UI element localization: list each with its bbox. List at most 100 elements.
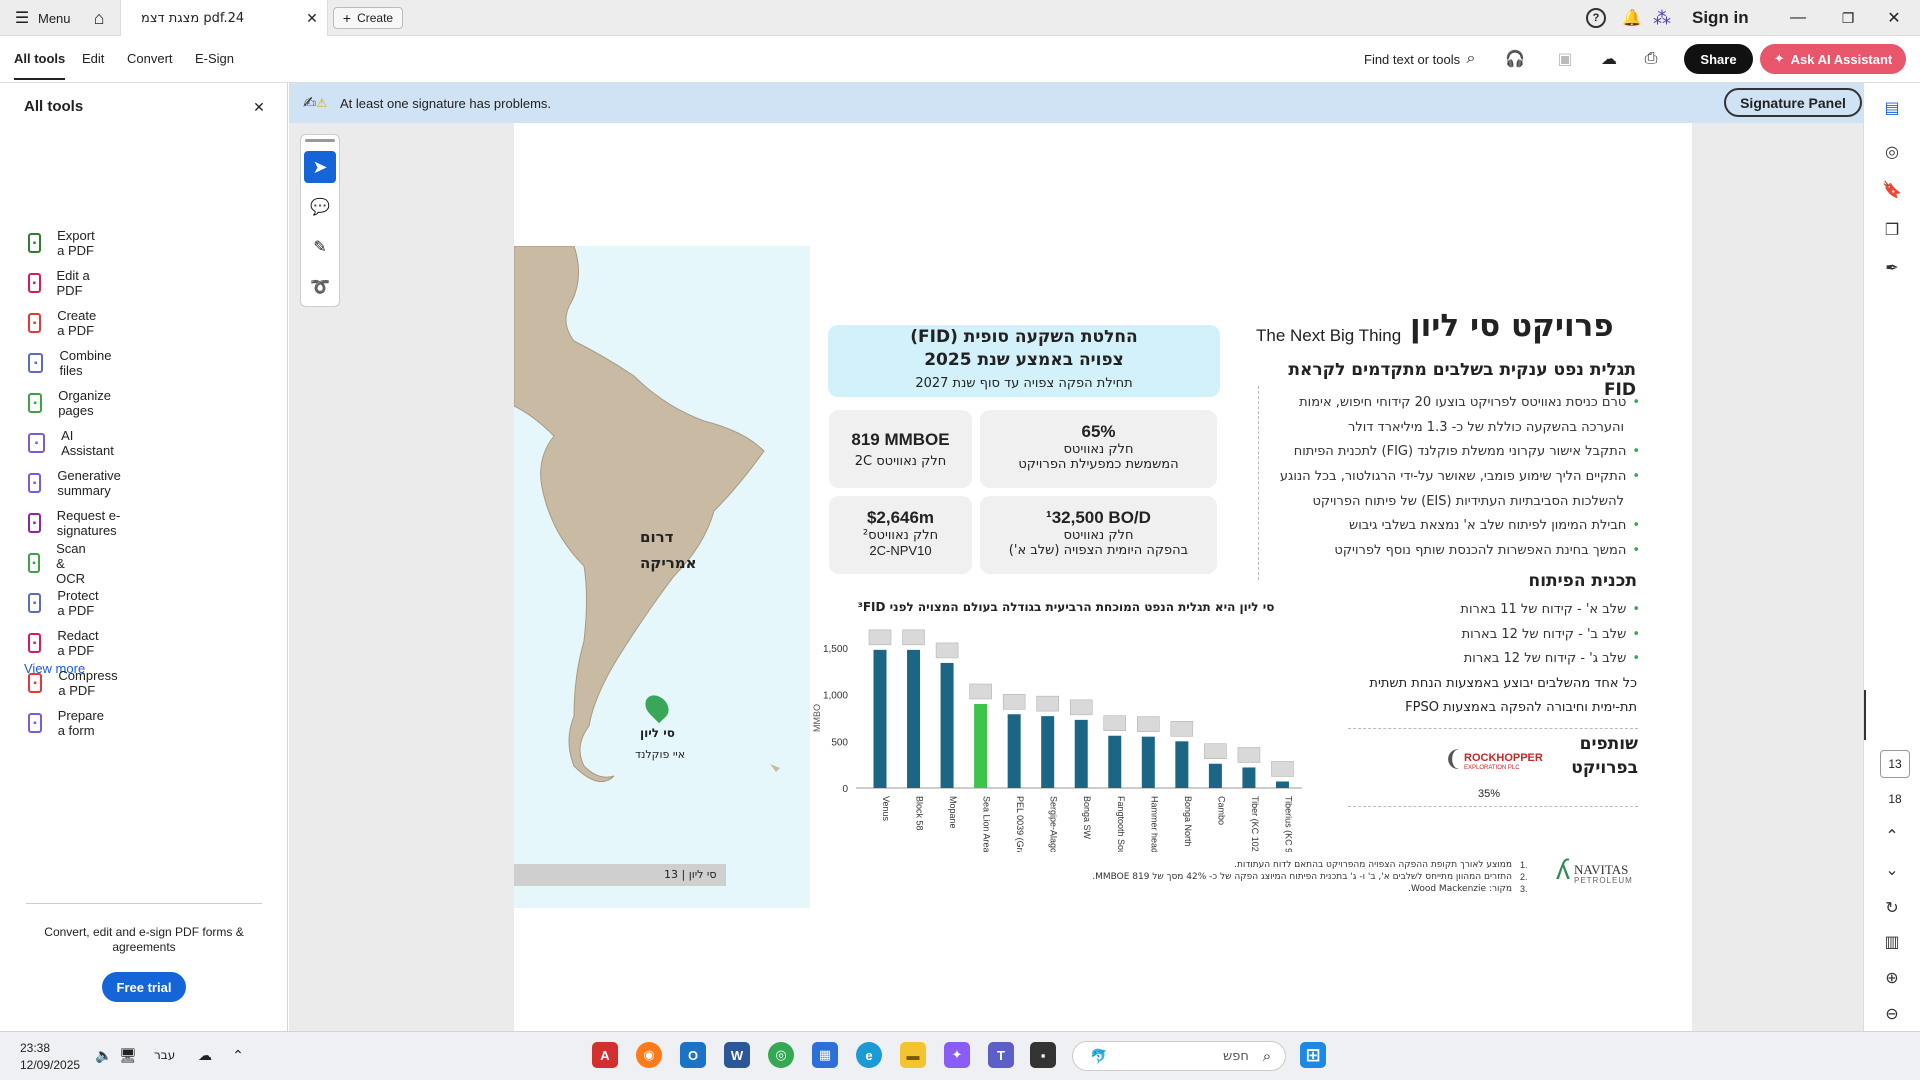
edit-pdf-icon: ▪ — [28, 273, 41, 293]
rockhopper-sub: EXPLORATION PLC — [1464, 765, 1520, 771]
chrome-taskbar-icon[interactable]: ◎ — [768, 1042, 794, 1068]
chart-bar — [974, 704, 988, 788]
chart-bar — [1242, 767, 1256, 788]
export-pdf-icon: ▪ — [28, 233, 42, 253]
taskbar-search-box[interactable]: 🐬 חפש ⌕ — [1072, 1041, 1286, 1071]
country-flag-icon — [969, 683, 992, 700]
rotate-icon[interactable]: ↻ — [1885, 900, 1899, 917]
upload-cloud-icon[interactable]: ☁ — [1601, 51, 1617, 68]
close-window-icon[interactable]: ✕ — [1887, 10, 1901, 27]
firefox-taskbar-icon[interactable]: ◉ — [636, 1042, 662, 1068]
acrobat-taskbar-icon[interactable]: A — [592, 1042, 618, 1068]
search-icon[interactable]: ⌕ — [1466, 50, 1476, 67]
headphones-icon[interactable]: 🎧 — [1505, 51, 1525, 68]
select-tool-icon[interactable]: ➤ — [304, 151, 336, 183]
free-trial-button[interactable]: Free trial — [102, 972, 186, 1002]
file-explorer-taskbar-icon[interactable]: ▬ — [900, 1042, 926, 1068]
sign-in-link[interactable]: Sign in — [1692, 8, 1749, 27]
title-bar: ☰ Menu ⌂ ☆ מצגת דצמ pdf.24 ✕ +Create ? 🔔… — [0, 0, 1920, 36]
zoom-out-icon[interactable]: ⊖ — [1885, 1006, 1899, 1023]
sidebar-item-create-pdf[interactable]: ▪ Create a PDF — [28, 306, 103, 340]
sidebar-item-ai-assistant[interactable]: ▪ AI Assistant — [28, 426, 117, 460]
tray-overflow-icon[interactable]: ⌃ — [232, 1046, 244, 1063]
ask-ai-label: Ask AI Assistant — [1790, 51, 1893, 67]
ask-ai-assistant-button[interactable]: ✦ Ask AI Assistant — [1760, 44, 1906, 74]
sidebar-item-compress-pdf[interactable]: ▪ Compress a PDF — [28, 666, 123, 700]
next-page-icon[interactable]: ⌄ — [1885, 862, 1899, 879]
sidebar-item-redact-pdf[interactable]: ▪ Redact a PDF — [28, 626, 105, 660]
scroll-indicator[interactable] — [1864, 690, 1866, 740]
help-icon[interactable]: ? — [1586, 8, 1606, 28]
chart-y-tick-label: 500 — [831, 737, 848, 748]
page-fit-icon[interactable]: ▥ — [1884, 934, 1900, 951]
network-icon[interactable]: 🖥 — [119, 1046, 137, 1063]
sidebar-item-combine-files[interactable]: ▪ Combine files — [28, 346, 116, 380]
page-footer-label: סי ליון | 13 — [664, 868, 717, 881]
windows-start-icon[interactable]: ⊞ — [1300, 1042, 1326, 1068]
chart-category-label: Sergipe-Alagoas deepwater — [1049, 796, 1059, 852]
edge-taskbar-icon[interactable]: e — [856, 1042, 882, 1068]
add-comment-icon[interactable]: 💬 — [310, 199, 330, 216]
print-icon[interactable]: ⎙ — [1644, 50, 1658, 67]
sign-icon[interactable]: ✒ — [1885, 260, 1899, 277]
minimize-window-icon[interactable]: — — [1790, 9, 1806, 26]
notifications-icon[interactable]: 🔔 — [1622, 10, 1642, 27]
menu-label[interactable]: Menu — [38, 11, 71, 26]
word-taskbar-icon[interactable]: W — [724, 1042, 750, 1068]
pages-icon[interactable]: ❐ — [1884, 222, 1900, 239]
terminal-taskbar-icon[interactable]: ▪ — [1030, 1042, 1056, 1068]
tab-convert[interactable]: Convert — [127, 51, 173, 66]
save-icon[interactable]: ▣ — [1557, 51, 1573, 68]
bookmark-icon[interactable]: 🔖 — [1882, 182, 1902, 199]
find-text-label[interactable]: Find text or tools — [1364, 52, 1461, 67]
chat-bubble-icon[interactable]: ◎ — [1885, 144, 1899, 161]
cloud-sync-icon[interactable]: ☁ — [198, 1046, 212, 1063]
hamburger-menu-icon[interactable]: ☰ — [14, 10, 30, 27]
map-pin-sublabel: איי פוקלנד — [635, 748, 686, 761]
plan-item-text: שלב ג' - קידוח של 12 בארות — [1463, 651, 1627, 666]
view-more-link[interactable]: View more — [24, 661, 86, 676]
sidebar-item-edit-pdf[interactable]: ▪ Edit a PDF — [28, 266, 90, 300]
document-tab[interactable]: מצגת דצמ pdf.24 ✕ — [120, 0, 328, 36]
teams-taskbar-icon[interactable]: T — [988, 1042, 1014, 1068]
tab-e-sign[interactable]: E-Sign — [195, 51, 235, 66]
sidebar-item-prepare-form[interactable]: ▪ Prepare a form — [28, 706, 110, 740]
outlook-taskbar-icon[interactable]: O — [680, 1042, 706, 1068]
sidebar-item-generative-summary[interactable]: ▪ Generative summary — [28, 466, 128, 500]
apps-grid-icon[interactable]: ⁂ — [1653, 7, 1671, 28]
sidebar-item-scan-ocr[interactable]: ▪ Scan & OCR — [28, 541, 94, 586]
protect-pdf-icon: ▪ — [28, 593, 42, 613]
comments-panel-icon[interactable]: ▤ — [1884, 100, 1900, 117]
bullet-text: טרם כניסת נאוויטס לפרויקט בוצעו 20 קידוח… — [1299, 395, 1627, 410]
lasso-draw-icon[interactable]: ➰ — [310, 279, 330, 296]
map-label-line1: דרום — [640, 528, 674, 546]
sidebar-item-request-esign[interactable]: ▪ Request e-signatures — [28, 506, 124, 540]
store-taskbar-icon[interactable]: ▦ — [812, 1042, 838, 1068]
page-number-box[interactable]: 13 — [1880, 750, 1910, 778]
sidebar-item-organize-pages[interactable]: ▪ Organize pages — [28, 386, 117, 420]
close-tab-icon[interactable]: ✕ — [306, 9, 318, 26]
close-panel-icon[interactable]: ✕ — [253, 98, 265, 115]
tab-all-tools[interactable]: All tools — [14, 51, 66, 80]
stat-production-label2: בהפקה היומית הצפויה (שלב א') — [1008, 543, 1189, 558]
signature-panel-button[interactable]: Signature Panel — [1724, 88, 1862, 117]
zoom-in-icon[interactable]: ⊕ — [1885, 970, 1899, 987]
highlight-pen-icon[interactable]: ✎ — [313, 239, 327, 256]
sidebar-item-export-pdf[interactable]: ▪ Export a PDF — [28, 226, 102, 260]
stat-production-value: ¹32,500 BO/D — [1046, 508, 1151, 527]
chart-category-label: Fangtooth Southeast — [1116, 796, 1126, 852]
share-button[interactable]: Share — [1684, 44, 1753, 74]
previous-page-icon[interactable]: ⌃ — [1885, 828, 1899, 845]
clock-date[interactable]: 12/09/2025 — [20, 1058, 81, 1072]
maximize-window-icon[interactable]: ❐ — [1841, 9, 1855, 26]
footnote: התזרים המהוון מתייחס לשלבים א', ב' ו- ג'… — [1092, 872, 1512, 882]
drag-handle[interactable] — [305, 139, 335, 142]
sidebar-item-protect-pdf[interactable]: ▪ Protect a PDF — [28, 586, 105, 620]
tab-edit[interactable]: Edit — [82, 51, 105, 66]
language-indicator[interactable]: עבר — [154, 1048, 176, 1062]
volume-icon[interactable]: 🔈 — [95, 1046, 113, 1063]
clock-time[interactable]: 23:38 — [20, 1041, 51, 1055]
home-icon[interactable]: ⌂ — [93, 7, 105, 28]
copilot-taskbar-icon[interactable]: ✦ — [944, 1042, 970, 1068]
create-button[interactable]: + Create — [333, 7, 403, 29]
